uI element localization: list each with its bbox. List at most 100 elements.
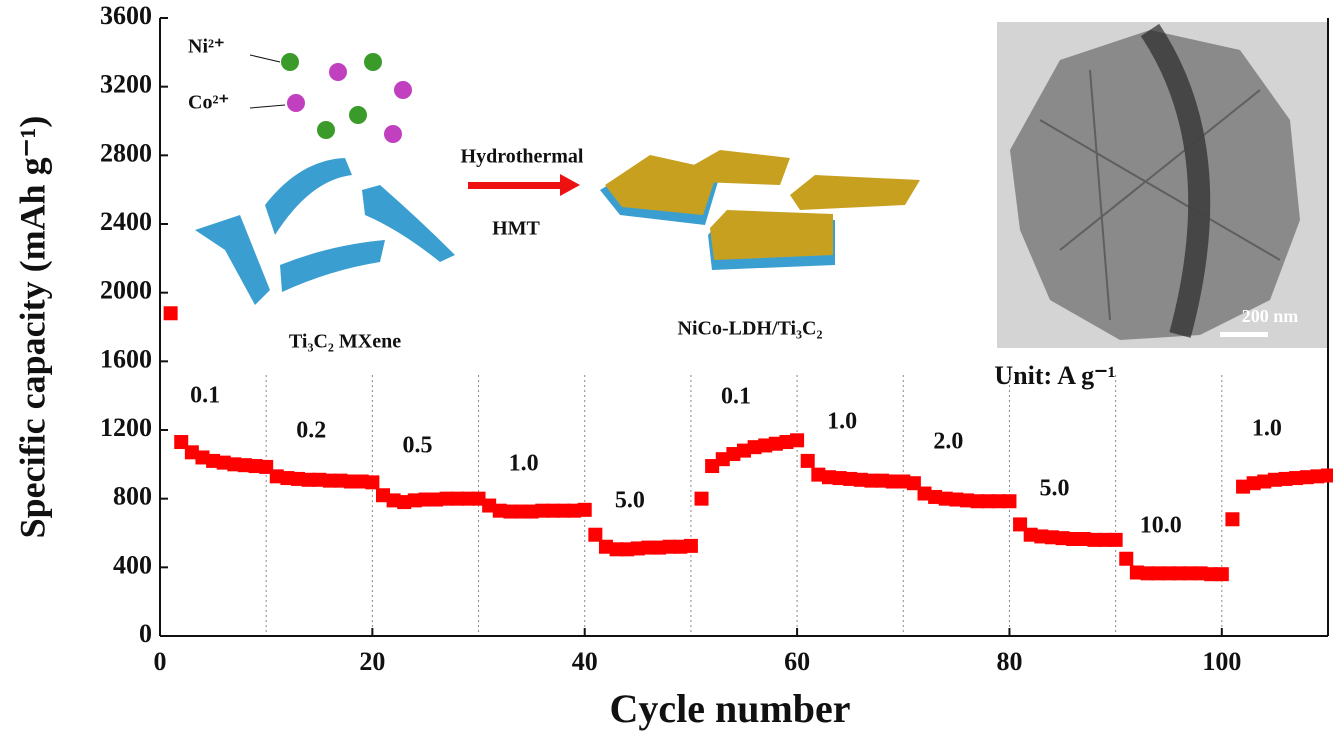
data-point [779,435,794,450]
data-point [237,458,252,473]
process-label: Hydrothermal [461,146,584,168]
data-point [800,453,815,468]
rate-label: 1.0 [827,409,857,435]
data-point [322,473,337,488]
data-point [662,539,677,554]
data-point [248,459,263,474]
data-point [195,450,210,465]
schematic [195,53,920,305]
rate-label: 10.0 [1140,513,1182,539]
data-point [216,455,231,470]
data-point [981,494,996,509]
data-point [630,541,645,556]
data-point [673,539,688,554]
rate-label: 0.2 [296,418,326,444]
tem-inset [997,22,1328,348]
data-point [949,492,964,507]
data-point [959,493,974,508]
product-label: NiCo-LDH/Ti₃C₂ [678,318,823,340]
data-point [620,542,635,557]
y-axis-label: Specific capacity (mAh g⁻¹) [12,116,52,539]
data-point [1002,494,1017,509]
data-point [503,504,518,519]
data-point [1108,532,1123,547]
data-point [652,540,667,555]
data-point [1044,530,1059,545]
data-point [1182,566,1197,581]
data-point [1023,527,1038,542]
data-point [1289,471,1304,486]
data-point [163,306,178,321]
data-point [1278,471,1293,486]
data-point [588,527,603,542]
data-point [1055,531,1070,546]
scale-bar-label: 200 nm [1242,306,1299,326]
rate-label: 1.0 [1252,416,1282,442]
data-point [269,469,284,484]
data-point [259,459,274,474]
reagent-label: HMT [492,218,540,240]
rate-label: 0.1 [721,384,751,410]
data-point [609,542,624,557]
y-tick-label: 1200 [100,413,152,442]
data-point [524,504,539,519]
data-point [832,471,847,486]
data-point [280,471,295,486]
data-point [577,502,592,517]
x-tick-label: 20 [359,647,385,676]
data-point [853,472,868,487]
unit-label: Unit: A g⁻¹ [994,361,1115,390]
data-point [397,495,412,510]
data-point [928,489,943,504]
data-point [184,445,199,460]
data-point [1236,479,1251,494]
data-point [885,474,900,489]
data-point [896,474,911,489]
data-point [344,474,359,489]
y-tick-label: 3600 [100,1,152,30]
data-point [705,459,720,474]
data-point [875,473,890,488]
data-point [482,498,497,513]
rate-label: 0.1 [190,383,220,409]
y-tick-label: 2800 [100,138,152,167]
data-point [291,471,306,486]
data-point [206,453,221,468]
data-point [1310,469,1325,484]
data-point [598,539,613,554]
data-point [407,493,422,508]
data-point [471,491,486,506]
data-point [514,504,529,519]
data-point [535,503,550,518]
data-point [174,435,189,450]
data-point [450,491,465,506]
data-point [1246,476,1261,491]
rate-label: 5.0 [615,488,645,514]
data-point [1172,566,1187,581]
y-tick-label: 2400 [100,207,152,236]
data-point [1129,565,1144,580]
y-tick-label: 800 [113,482,152,511]
data-point [567,503,582,518]
data-point [312,472,327,487]
data-point [1299,470,1314,485]
precursor-label: Ti₃C₂ MXene [289,331,401,353]
data-point [715,452,730,467]
x-tick-label: 40 [572,647,598,676]
data-point [1193,566,1208,581]
data-point [821,470,836,485]
rate-label: 1.0 [509,451,539,477]
data-point [1076,532,1091,547]
x-tick-label: 80 [996,647,1022,676]
data-point [365,475,380,490]
y-tick-label: 400 [113,550,152,579]
data-point [1098,532,1113,547]
data-point [641,540,656,555]
data-point [418,492,433,507]
y-tick-label: 1600 [100,344,152,373]
rate-label: 0.5 [402,433,432,459]
data-point [758,438,773,453]
data-point [301,472,316,487]
data-point [1257,474,1272,489]
